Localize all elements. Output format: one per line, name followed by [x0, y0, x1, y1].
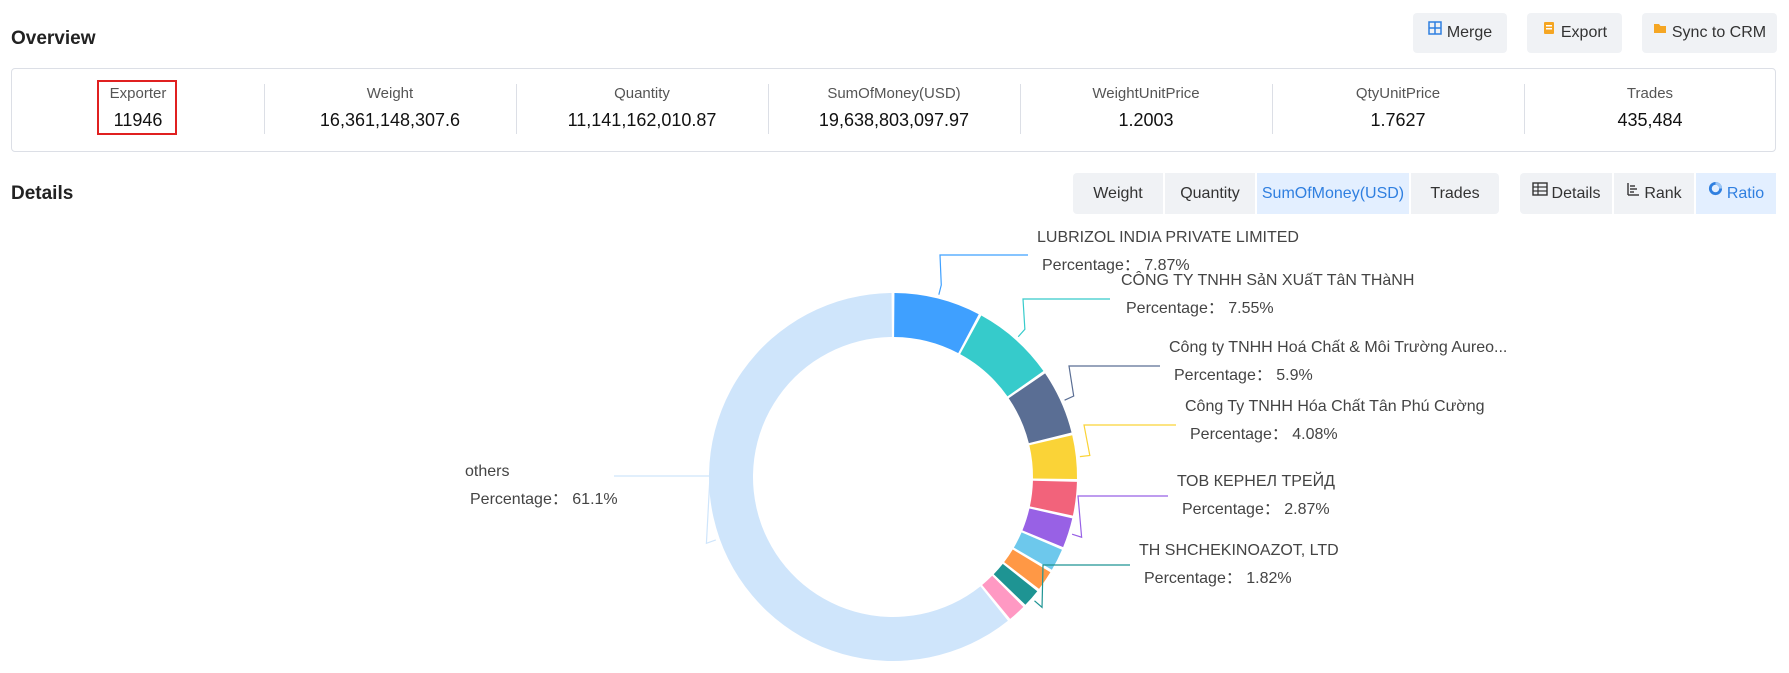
donut-slice[interactable] [1029, 480, 1077, 516]
table-icon [1531, 171, 1548, 212]
label-leader-line [1071, 495, 1168, 539]
slice-percentage-label: Percentage： 1.82% [1144, 570, 1292, 587]
stat-trades: Trades 435,484 [1524, 69, 1776, 153]
sync-to-crm-button[interactable]: Sync to CRM [1642, 13, 1777, 53]
divider [1020, 84, 1021, 134]
donut-slice[interactable] [1022, 508, 1073, 548]
divider [1524, 84, 1525, 134]
export-icon [1542, 11, 1556, 51]
merge-label: Merge [1446, 24, 1493, 42]
slice-percentage-label: Percentage： 7.87% [1042, 257, 1190, 274]
slice-name-label: Công Ty TNHH Hóa Chất Tân Phú Cường [1185, 398, 1485, 415]
overview-stats: Exporter 11946 Weight 16,361,148,307.6 Q… [11, 68, 1776, 152]
tab-ratio-label: Ratio [1726, 185, 1765, 202]
stat-weight: Weight 16,361,148,307.6 [264, 69, 516, 153]
stat-label: SumOfMoney(USD) [827, 85, 961, 102]
rank-icon [1626, 171, 1640, 212]
stat-label: Trades [1626, 85, 1674, 102]
slice-percentage-label: Percentage： 2.87% [1182, 501, 1330, 518]
label-leader-line [614, 475, 717, 545]
donut-slice[interactable] [894, 293, 979, 354]
stat-value: 11946 [113, 110, 163, 130]
stat-quantity: Quantity 11,141,162,010.87 [516, 69, 768, 153]
tab-quantity[interactable]: Quantity [1180, 185, 1240, 202]
donut-slice[interactable] [1029, 435, 1077, 480]
divider [1694, 173, 1696, 214]
divider [1272, 84, 1273, 134]
label-leader-line [1017, 298, 1110, 338]
merge-button[interactable]: Merge [1413, 13, 1507, 53]
divider [1612, 173, 1614, 214]
donut-slice[interactable] [982, 575, 1024, 619]
divider [1409, 173, 1411, 214]
highlight-box [97, 80, 177, 135]
donut-slice[interactable] [1013, 532, 1062, 570]
stat-value: 435,484 [1617, 110, 1683, 130]
metric-tabs: Weight Quantity SumOfMoney(USD) Trades [1073, 173, 1499, 214]
tab-ratio[interactable]: Ratio [1696, 173, 1776, 214]
details-title: Details [11, 183, 74, 204]
stat-value: 1.7627 [1370, 110, 1426, 130]
tab-trades[interactable]: Trades [1430, 185, 1480, 202]
view-tabs: Details Rank Ratio [1520, 173, 1776, 214]
divider [1255, 173, 1257, 214]
stat-weight-unit-price: WeightUnitPrice 1.2003 [1020, 69, 1272, 153]
stat-label: QtyUnitPrice [1355, 85, 1441, 102]
stat-qty-unit-price: QtyUnitPrice 1.7627 [1272, 69, 1524, 153]
stat-sum-of-money: SumOfMoney(USD) 19,638,803,097.97 [768, 69, 1020, 153]
slice-name-label: others [465, 463, 509, 480]
slice-percentage-label: Percentage： 4.08% [1190, 426, 1338, 443]
label-leader-line [938, 254, 1028, 295]
stat-value: 19,638,803,097.97 [818, 110, 970, 130]
donut-slice[interactable] [709, 293, 1008, 661]
stat-label: Weight [366, 85, 414, 102]
slice-name-label: Công ty TNHH Hoá Chất & Môi Trường Aureo… [1169, 339, 1507, 356]
ratio-donut-chart: LUBRIZOL INDIA PRIVATE LIMITED Percentage… [465, 229, 1507, 661]
donut-slice[interactable] [1008, 373, 1072, 444]
label-leader-line [1034, 564, 1130, 609]
stat-value: 11,141,162,010.87 [567, 110, 717, 130]
tab-sum-of-money[interactable]: SumOfMoney(USD) [1257, 173, 1409, 214]
stat-label: Exporter [109, 85, 167, 102]
donut-slice[interactable] [993, 563, 1038, 605]
slice-name-label: TH SHCHEKINOAZOT, LTD [1139, 542, 1339, 559]
label-leader-line [1079, 424, 1176, 458]
sync-icon [1653, 11, 1667, 51]
tab-rank[interactable]: Rank [1614, 173, 1694, 214]
slice-name-label: CÔNG TY TNHH SảN XUấT TâN THàNH [1121, 270, 1414, 289]
tab-details[interactable]: Details [1520, 173, 1612, 214]
donut-slice[interactable] [1004, 549, 1051, 589]
divider [768, 84, 769, 134]
divider [516, 84, 517, 134]
stat-label: Quantity [614, 85, 670, 102]
sync-label: Sync to CRM [1671, 24, 1767, 42]
stat-exporter: Exporter 11946 [12, 69, 264, 153]
label-leader-line [1064, 365, 1160, 401]
tab-details-label: Details [1551, 185, 1601, 202]
divider [1163, 173, 1165, 214]
divider [264, 84, 265, 134]
slice-name-label: ТОВ КЕРНЕЛ ТРЕЙД [1177, 471, 1335, 490]
merge-icon [1428, 11, 1442, 51]
export-button[interactable]: Export [1527, 13, 1622, 53]
pie-icon [1708, 171, 1723, 212]
stat-label: WeightUnitPrice [1092, 85, 1200, 102]
overview-title: Overview [11, 28, 96, 49]
stat-value: 16,361,148,307.6 [319, 110, 461, 130]
tab-rank-label: Rank [1644, 185, 1682, 202]
donut-slice[interactable] [960, 315, 1044, 397]
slice-name-label: LUBRIZOL INDIA PRIVATE LIMITED [1037, 229, 1299, 246]
slice-percentage-label: Percentage： 61.1% [470, 491, 618, 508]
slice-percentage-label: Percentage： 5.9% [1174, 367, 1313, 384]
export-label: Export [1560, 24, 1608, 42]
slice-percentage-label: Percentage： 7.55% [1126, 300, 1274, 317]
tab-weight[interactable]: Weight [1093, 185, 1143, 202]
stat-value: 1.2003 [1118, 110, 1174, 130]
